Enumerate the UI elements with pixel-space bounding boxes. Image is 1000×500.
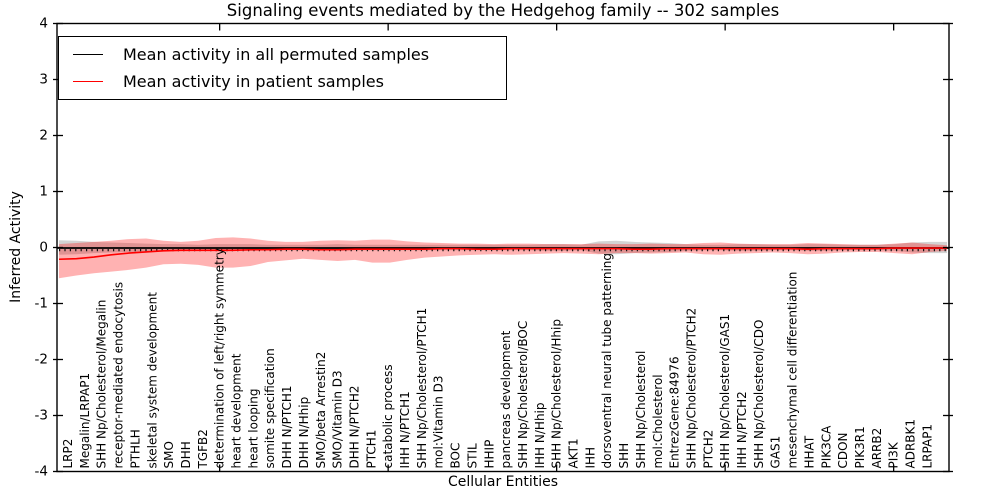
- x-category-label: ARRB2: [870, 428, 884, 469]
- x-category-label: IHH: [583, 447, 597, 469]
- y-tick-label: 2: [39, 128, 48, 144]
- x-category-label: DHH N/PTCH1: [280, 385, 294, 468]
- x-category-label: GAS1: [769, 436, 783, 469]
- x-category-label: LRP2: [61, 439, 75, 469]
- x-category-label: SHH Np/Cholesterol/PTCH1: [415, 308, 429, 469]
- y-tick-label: 1: [39, 184, 48, 200]
- legend-label-patient: Mean activity in patient samples: [123, 72, 384, 91]
- x-category-label: SMO/beta Arrestin2: [314, 352, 328, 469]
- x-category-label: PI3K: [887, 441, 901, 468]
- y-tick-label: -4: [35, 464, 48, 480]
- x-category-label: SHH: [617, 443, 631, 469]
- x-category-label: determination of left/right symmetry: [213, 248, 227, 468]
- x-category-label: receptor-mediated endocytosis: [112, 282, 126, 469]
- y-tick-label: 4: [39, 16, 48, 32]
- x-category-label: mol:Cholesterol: [651, 374, 665, 468]
- x-category-label: EntrezGene:84976: [668, 356, 682, 468]
- x-category-label: PTHLH: [128, 429, 142, 468]
- chart-title: Signaling events mediated by the Hedgeho…: [226, 1, 780, 20]
- x-category-label: SHH Np/Cholesterol/BOC: [516, 321, 530, 469]
- x-category-label: IHH N/PTCH2: [735, 391, 749, 468]
- x-category-label: catabolic process: [381, 364, 395, 468]
- x-category-label: DHH N/PTCH2: [347, 385, 361, 468]
- x-category-label: LRPAP1: [920, 424, 934, 469]
- x-category-label: IHH N/PTCH1: [398, 391, 412, 468]
- legend-item-patient: Mean activity in patient samples: [73, 72, 506, 91]
- patient-mean-line: [58, 247, 947, 261]
- x-category-label: dorsoventral neural tube patterning: [600, 253, 614, 469]
- x-category-label: SMO: [162, 441, 176, 468]
- x-category-label: CDON: [836, 432, 850, 468]
- x-category-label: IHH N/Hhip: [533, 403, 547, 469]
- legend: Mean activity in all permuted samples Me…: [58, 36, 507, 100]
- legend-line-patient-icon: [73, 81, 103, 82]
- y-tick-label: -3: [35, 408, 48, 424]
- x-category-label: STIL: [465, 443, 479, 468]
- x-category-label: HHAT: [802, 435, 816, 468]
- patient-confidence-band: [59, 237, 947, 279]
- x-category-label: SHH Np/Cholesterol/Hhip: [550, 319, 564, 468]
- x-category-label: somite specification: [263, 348, 277, 468]
- x-category-label: SMO/Vitamin D3: [331, 370, 345, 468]
- x-category-label: PTCH2: [701, 430, 715, 469]
- legend-item-permuted: Mean activity in all permuted samples: [73, 45, 506, 64]
- x-category-label: DHH N/Hhip: [297, 397, 311, 469]
- x-category-label: skeletal system development: [145, 292, 159, 469]
- x-category-label: SHH Np/Cholesterol/PTCH2: [684, 308, 698, 469]
- x-category-label: HHIP: [482, 440, 496, 469]
- x-category-label: BOC: [449, 443, 463, 469]
- x-category-label: SHH Np/Cholesterol: [634, 351, 648, 469]
- x-category-label: SHH Np/Cholesterol/Megalin: [95, 300, 109, 469]
- x-category-label: PIK3R1: [853, 426, 867, 468]
- x-category-label: AKT1: [567, 438, 581, 468]
- x-category-label: SHH Np/Cholesterol/CDO: [752, 320, 766, 469]
- legend-label-permuted: Mean activity in all permuted samples: [123, 45, 430, 64]
- x-category-label: TGFB2: [196, 429, 210, 469]
- y-tick-label: -2: [35, 352, 48, 368]
- x-category-label: mesenchymal cell differentiation: [786, 272, 800, 469]
- y-tick-label: -1: [35, 296, 48, 312]
- y-tick-label: 3: [39, 72, 48, 88]
- x-category-label: heart looping: [246, 389, 260, 469]
- y-tick-label: 0: [39, 240, 48, 256]
- x-category-label: PTCH1: [364, 430, 378, 469]
- x-axis-label: Cellular Entities: [447, 474, 559, 490]
- x-category-label: mol:Vitamin D3: [432, 375, 446, 468]
- x-category-label: ADRBK1: [904, 419, 918, 469]
- x-category-label: heart development: [230, 353, 244, 468]
- x-category-label: Megalin/LRPAP1: [78, 373, 92, 469]
- x-category-label: SHH Np/Cholesterol/GAS1: [718, 314, 732, 469]
- legend-line-permuted-icon: [73, 54, 103, 55]
- x-category-label: pancreas development: [499, 330, 513, 468]
- x-category-label: DHH: [179, 441, 193, 468]
- x-category-label: PIK3CA: [819, 425, 833, 469]
